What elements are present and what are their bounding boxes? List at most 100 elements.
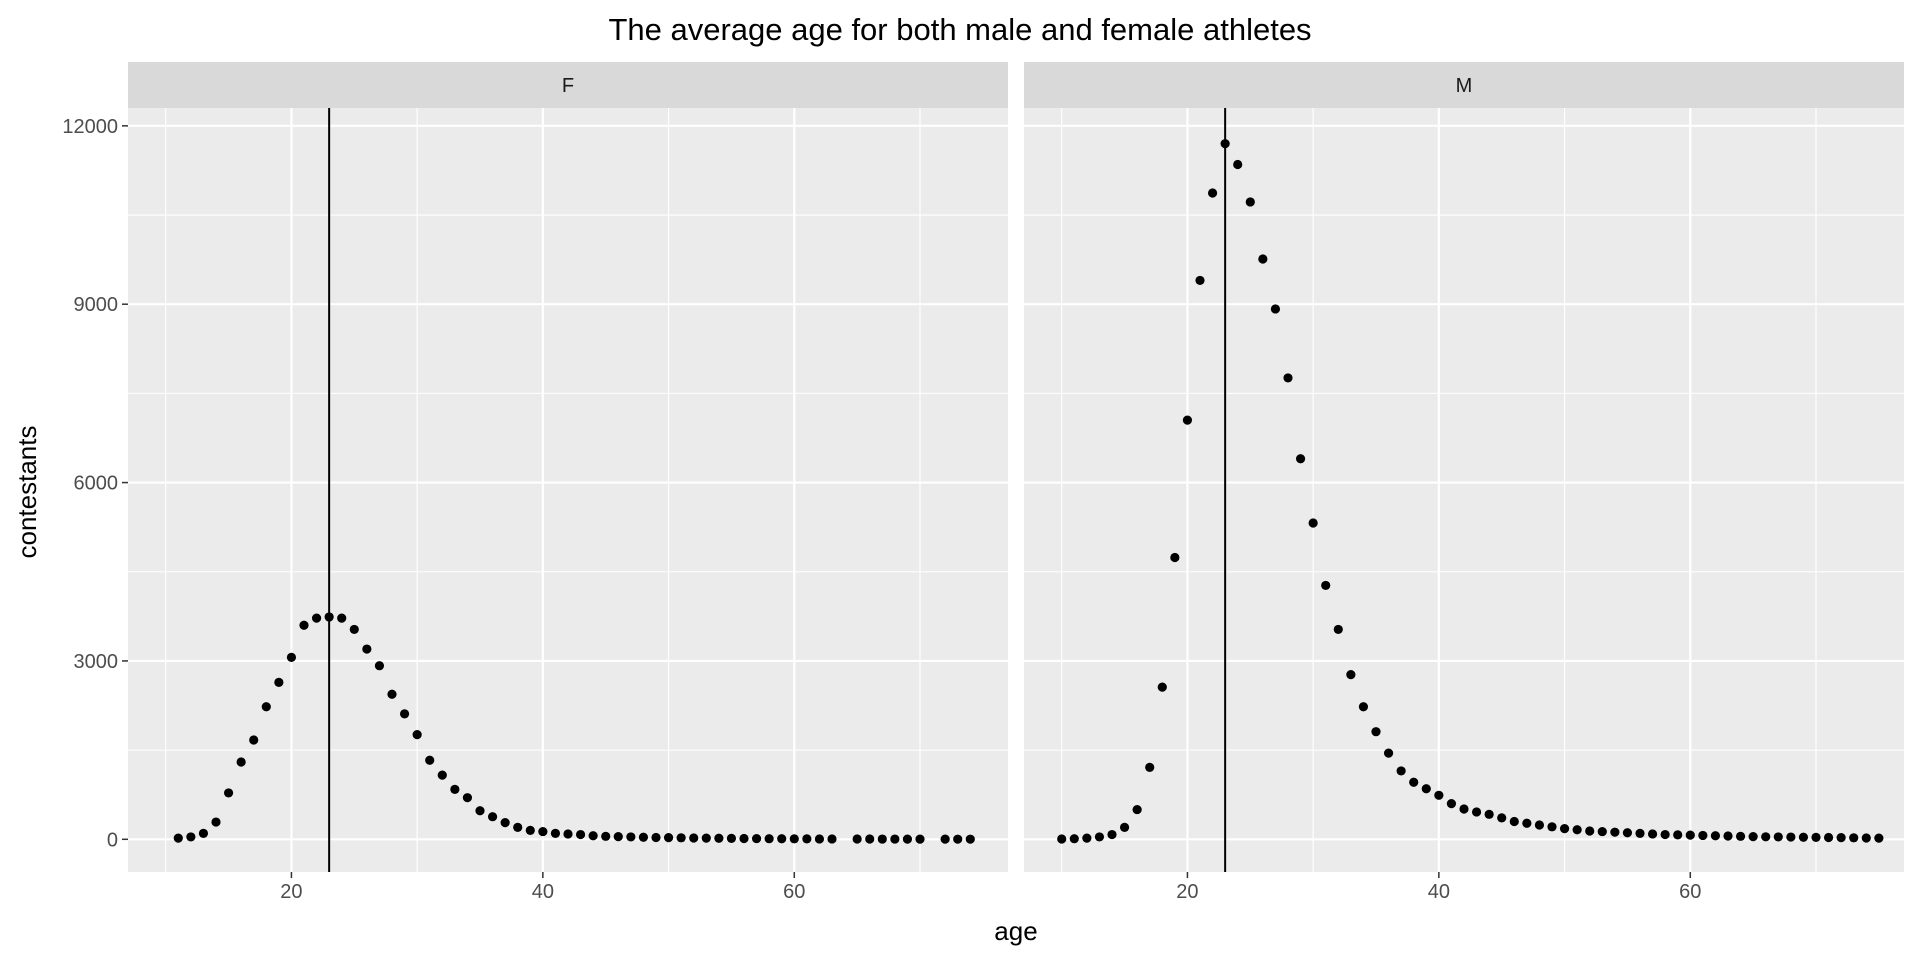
data-point bbox=[865, 834, 875, 844]
data-point bbox=[1786, 832, 1796, 842]
data-point bbox=[462, 793, 473, 803]
data-point bbox=[1723, 831, 1733, 841]
x-tick-label: 60 bbox=[1679, 881, 1701, 903]
y-axis: 0 3000 6000 9000 12000 bbox=[62, 116, 128, 851]
data-point bbox=[1207, 188, 1218, 198]
facet-strip-background bbox=[128, 62, 1008, 108]
facet-strip-background bbox=[1024, 62, 1904, 108]
data-point bbox=[626, 832, 636, 842]
data-point bbox=[1861, 833, 1871, 843]
data-point bbox=[563, 829, 573, 839]
data-point bbox=[1434, 790, 1444, 800]
data-point bbox=[1622, 828, 1633, 838]
data-point bbox=[450, 784, 460, 794]
data-point bbox=[1295, 454, 1306, 464]
data-point bbox=[1145, 762, 1155, 772]
data-point bbox=[953, 834, 963, 844]
data-point bbox=[1333, 624, 1343, 635]
data-point bbox=[1735, 831, 1746, 841]
data-point bbox=[198, 828, 209, 838]
data-point bbox=[1107, 829, 1117, 840]
data-point bbox=[425, 755, 435, 765]
facet-strip-label: M bbox=[1456, 75, 1473, 97]
data-point bbox=[1773, 832, 1783, 842]
x-tick-label: 40 bbox=[1428, 881, 1450, 903]
data-point bbox=[1836, 833, 1846, 843]
data-point bbox=[676, 833, 686, 843]
data-point bbox=[1220, 139, 1230, 149]
data-point bbox=[663, 833, 674, 843]
x-tick-label: 20 bbox=[1176, 881, 1198, 903]
data-point bbox=[1585, 826, 1595, 836]
data-point bbox=[286, 652, 297, 662]
data-point bbox=[299, 620, 309, 630]
y-tick-label: 12000 bbox=[62, 116, 118, 138]
data-point bbox=[1233, 159, 1243, 170]
data-point bbox=[1484, 809, 1494, 819]
data-point bbox=[1383, 748, 1394, 758]
data-point bbox=[739, 833, 749, 844]
data-point bbox=[173, 833, 183, 843]
data-point bbox=[1396, 766, 1406, 776]
data-point bbox=[1497, 813, 1507, 823]
data-point bbox=[324, 612, 334, 622]
data-point bbox=[689, 833, 699, 843]
data-point bbox=[1874, 833, 1884, 843]
data-point bbox=[1308, 518, 1318, 528]
data-point bbox=[890, 834, 900, 844]
data-point bbox=[1082, 833, 1092, 843]
data-point bbox=[1283, 373, 1293, 383]
chart-title: The average age for both male and female… bbox=[608, 12, 1311, 47]
data-point bbox=[1610, 827, 1620, 837]
data-point bbox=[701, 833, 711, 843]
data-point bbox=[211, 817, 221, 827]
data-point bbox=[387, 689, 397, 699]
data-point bbox=[902, 834, 913, 844]
data-point bbox=[412, 730, 422, 740]
data-point bbox=[1358, 702, 1369, 712]
data-point bbox=[500, 818, 510, 828]
data-point bbox=[274, 677, 284, 687]
data-point bbox=[538, 826, 548, 837]
data-point bbox=[1094, 832, 1105, 842]
data-point bbox=[1635, 828, 1645, 838]
data-point bbox=[1748, 832, 1758, 842]
data-point bbox=[601, 831, 611, 841]
data-point bbox=[1534, 820, 1545, 830]
data-point bbox=[575, 829, 586, 840]
data-point bbox=[1421, 784, 1431, 794]
data-point bbox=[399, 709, 410, 719]
data-point bbox=[1761, 832, 1771, 842]
data-point bbox=[1547, 822, 1557, 832]
data-point bbox=[1170, 552, 1180, 563]
data-point bbox=[1685, 830, 1695, 840]
data-point bbox=[1459, 804, 1469, 814]
data-point bbox=[814, 834, 825, 844]
data-point bbox=[915, 834, 925, 844]
data-point bbox=[311, 613, 322, 623]
data-point bbox=[1710, 831, 1721, 841]
data-point bbox=[186, 832, 196, 842]
data-point bbox=[337, 613, 347, 623]
data-point bbox=[1119, 822, 1130, 833]
data-point bbox=[1522, 818, 1532, 828]
data-point bbox=[1409, 777, 1419, 787]
x-tick-label: 20 bbox=[280, 881, 302, 903]
data-point bbox=[1849, 833, 1859, 843]
data-point bbox=[1509, 816, 1519, 827]
data-point bbox=[1069, 834, 1079, 844]
data-point bbox=[726, 833, 737, 843]
x-axis-title: age bbox=[994, 916, 1037, 946]
data-point bbox=[374, 661, 385, 671]
data-point bbox=[777, 834, 787, 844]
data-point bbox=[1346, 670, 1356, 680]
y-tick-label: 9000 bbox=[74, 294, 119, 316]
data-point bbox=[1660, 829, 1670, 840]
facet-strip-label: F bbox=[562, 75, 574, 97]
data-point bbox=[223, 788, 234, 798]
data-point bbox=[550, 828, 561, 838]
data-point bbox=[1195, 275, 1205, 286]
data-point bbox=[487, 812, 498, 822]
